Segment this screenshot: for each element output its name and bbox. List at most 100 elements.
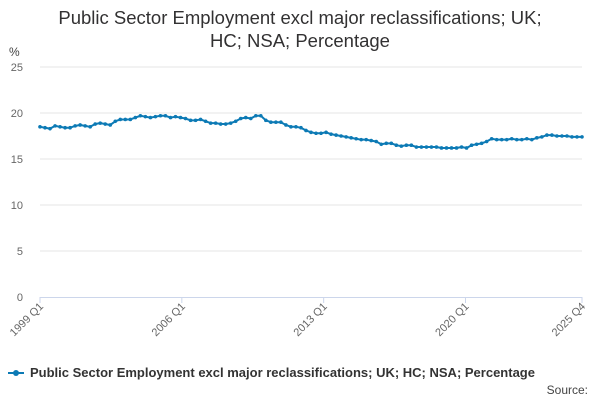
data-point <box>474 142 479 147</box>
data-point <box>389 141 394 146</box>
data-point <box>183 116 188 121</box>
data-point <box>98 121 103 125</box>
data-point <box>540 135 544 139</box>
data-point <box>143 114 148 119</box>
y-axis-ticks: 0 5 10 15 20 25 <box>11 62 23 304</box>
data-point <box>178 115 183 120</box>
data-point <box>254 113 258 118</box>
data-point <box>163 113 168 118</box>
x-tick-label-3: 2020 Q1 <box>433 301 471 339</box>
data-point <box>535 136 539 140</box>
y-tick-label-10: 10 <box>11 200 23 212</box>
data-point <box>570 135 574 139</box>
y-axis-unit-label: % <box>9 45 20 59</box>
gridlines <box>40 66 582 252</box>
data-point <box>565 134 569 138</box>
data-point <box>289 125 293 129</box>
y-tick-label-20: 20 <box>11 108 23 120</box>
data-point <box>580 135 584 139</box>
data-point <box>319 131 323 136</box>
x-tick-label-4: 2025 Q4 <box>550 301 588 339</box>
data-point <box>304 128 308 133</box>
data-point <box>73 124 77 128</box>
data-point <box>324 130 328 135</box>
data-point <box>153 114 158 119</box>
data-point <box>550 133 554 137</box>
data-point <box>394 143 399 147</box>
data-point <box>519 137 524 142</box>
data-point <box>238 116 243 121</box>
data-point <box>384 141 389 146</box>
data-point <box>123 117 128 122</box>
data-point <box>269 120 273 124</box>
data-point <box>489 136 494 141</box>
data-point <box>208 121 213 125</box>
data-point <box>309 130 313 135</box>
data-point <box>349 136 353 140</box>
data-point <box>233 119 238 124</box>
data-point <box>243 115 248 120</box>
data-point <box>43 125 47 130</box>
data-point <box>264 118 268 123</box>
data-point <box>364 137 369 142</box>
data-point <box>218 122 223 126</box>
data-point <box>103 122 108 126</box>
data-point <box>399 144 404 148</box>
data-point <box>359 137 363 142</box>
data-point <box>555 134 559 138</box>
data-point <box>83 124 87 128</box>
data-point <box>284 123 288 127</box>
data-point <box>369 138 374 143</box>
data-point <box>128 117 133 122</box>
data-point <box>530 137 534 142</box>
data-point <box>138 113 143 118</box>
y-tick-label-15: 15 <box>11 154 23 166</box>
data-point <box>419 145 424 149</box>
data-point <box>259 113 263 118</box>
data-point <box>279 120 283 124</box>
legend[interactable]: Public Sector Employment excl major recl… <box>8 365 535 380</box>
data-point <box>78 123 82 127</box>
data-point <box>439 146 444 150</box>
data-point <box>93 122 97 126</box>
data-point <box>404 143 409 147</box>
data-point <box>168 115 173 120</box>
data-point <box>173 114 178 119</box>
data-point <box>484 139 489 144</box>
data-point <box>329 132 333 136</box>
data-point <box>58 125 62 129</box>
data-point <box>509 136 514 141</box>
data-point <box>68 125 72 130</box>
data-point <box>545 133 549 137</box>
legend-marker-icon <box>8 367 24 379</box>
data-point <box>499 137 504 142</box>
data-point <box>248 116 253 121</box>
data-point <box>38 125 42 129</box>
data-point <box>133 115 138 120</box>
data-point <box>193 118 198 123</box>
series-group[interactable] <box>38 113 584 150</box>
data-point <box>560 134 564 138</box>
y-tick-label-5: 5 <box>17 246 23 258</box>
data-point <box>334 133 338 137</box>
data-point <box>449 146 454 150</box>
data-point <box>339 134 343 138</box>
data-point <box>464 146 469 150</box>
data-point <box>409 143 414 147</box>
chart-title-line-1: Public Sector Employment excl major recl… <box>58 7 542 28</box>
data-point <box>314 131 318 136</box>
data-point <box>504 137 509 142</box>
data-point <box>148 115 153 120</box>
data-point <box>48 126 52 131</box>
source-label: Source: <box>546 383 588 397</box>
x-tick-label-0: 1999 Q1 <box>8 301 46 339</box>
chart-title-line-2: HC; NSA; Percentage <box>210 30 390 51</box>
data-point <box>213 121 218 125</box>
data-point <box>53 124 57 128</box>
data-point <box>113 119 118 124</box>
y-tick-label-25: 25 <box>11 62 23 74</box>
chart-title: Public Sector Employment excl major recl… <box>0 6 600 52</box>
data-point <box>294 125 298 129</box>
data-point <box>118 117 123 122</box>
